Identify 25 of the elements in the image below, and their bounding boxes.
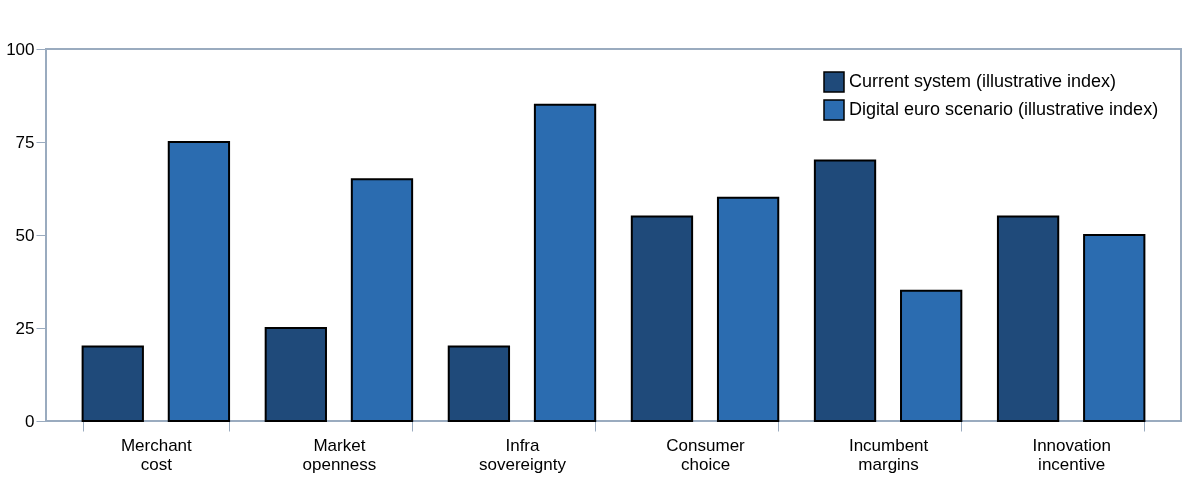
y-tick-label: 0	[25, 411, 35, 431]
x-tick-label: Merchant cost	[120, 435, 193, 474]
y-tick-label: 100	[6, 39, 35, 59]
x-tick-label: Innovation incentive	[1032, 435, 1111, 474]
bar	[813, 159, 877, 422]
legend-label: Digital euro scenario (illustrative index)	[849, 99, 1159, 119]
x-tick-label: Incumbent margins	[848, 435, 929, 474]
bar	[900, 289, 963, 422]
bar	[264, 327, 327, 422]
x-tick-label: Consumer choice	[666, 435, 746, 474]
x-tick-label: Infra sovereignty	[479, 435, 567, 474]
bar	[630, 215, 694, 422]
bar	[447, 345, 511, 422]
y-tick-label: 50	[15, 225, 35, 245]
x-tick-label: Market openness	[302, 435, 377, 474]
bar	[167, 141, 231, 422]
bar	[533, 103, 597, 422]
bar	[81, 345, 144, 422]
y-tick-label: 25	[15, 318, 35, 338]
bar	[996, 215, 1060, 422]
y-tick-label: 75	[15, 132, 35, 152]
legend-label: Current system (illustrative index)	[849, 71, 1117, 91]
bar	[716, 196, 780, 422]
bar	[350, 178, 414, 422]
bar	[1083, 234, 1146, 422]
